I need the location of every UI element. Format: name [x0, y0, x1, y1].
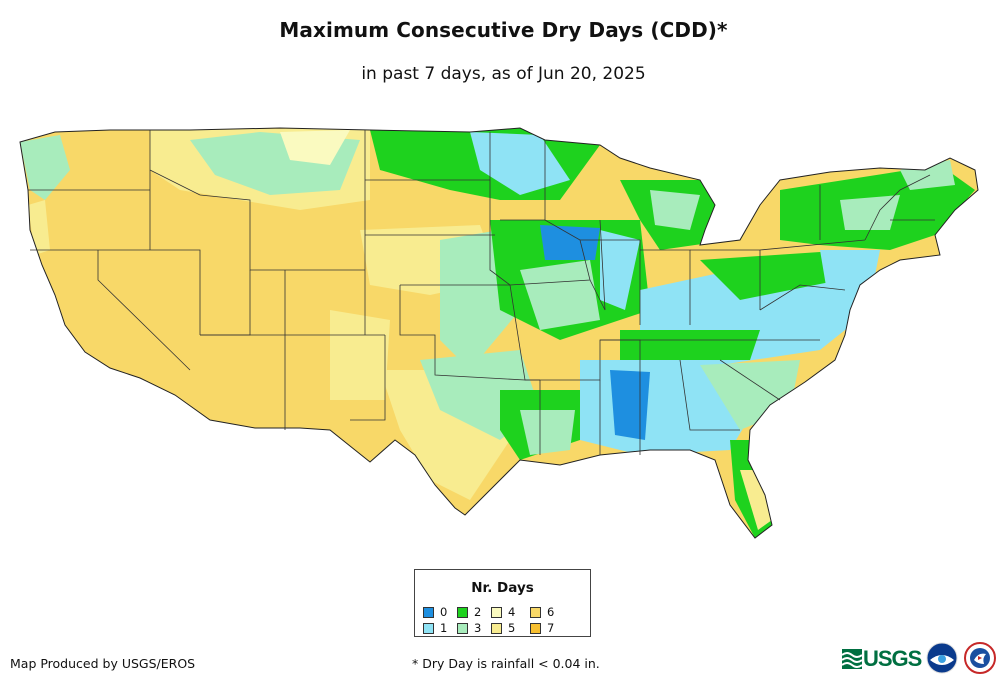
- noaa-logo-icon: [926, 642, 958, 674]
- legend-swatch: [457, 606, 468, 618]
- legend-title: Nr. Days: [471, 580, 534, 596]
- legend-item-0: 0: [423, 606, 447, 618]
- usgs-waves-icon: [842, 649, 862, 669]
- legend-swatch: [530, 606, 541, 618]
- legend-label: 0: [440, 605, 448, 619]
- cdd-raster: [20, 128, 978, 538]
- legend-swatch: [423, 622, 434, 634]
- legend-item-2: 2: [457, 606, 481, 618]
- legend-label: 5: [508, 621, 516, 635]
- legend-swatch: [423, 606, 434, 618]
- legend-label: 3: [474, 621, 482, 635]
- legend-item-4: 4: [491, 606, 515, 618]
- legend-swatch: [491, 606, 502, 618]
- usgs-wordmark: USGS: [863, 646, 922, 671]
- legend-item-6: 6: [530, 606, 554, 618]
- legend-label: 4: [508, 605, 516, 619]
- legend-item-1: 1: [423, 622, 447, 634]
- legend-swatch: [530, 622, 541, 634]
- usgs-logo-icon: USGS: [842, 646, 922, 672]
- legend-label: 2: [474, 605, 482, 619]
- legend: Nr. Days 0 1 2 3 4 5 6 7: [414, 569, 591, 637]
- state-boundaries: [28, 130, 935, 455]
- legend-label: 1: [440, 621, 448, 635]
- legend-swatch: [457, 622, 468, 634]
- legend-item-5: 5: [491, 622, 515, 634]
- legend-swatch: [491, 622, 502, 634]
- nws-logo-icon: [964, 642, 996, 674]
- dry-day-footnote: * Dry Day is rainfall < 0.04 in.: [412, 656, 600, 671]
- map-subtitle: in past 7 days, as of Jun 20, 2025: [361, 64, 646, 84]
- legend-label: 6: [547, 605, 555, 619]
- map-title: Maximum Consecutive Dry Days (CDD)*: [279, 18, 728, 42]
- legend-item-3: 3: [457, 622, 481, 634]
- legend-label: 7: [547, 621, 555, 635]
- cdd-map: [19, 127, 979, 539]
- legend-item-7: 7: [530, 622, 554, 634]
- agency-logos: USGS: [842, 640, 1002, 676]
- map-credit: Map Produced by USGS/EROS: [10, 656, 196, 671]
